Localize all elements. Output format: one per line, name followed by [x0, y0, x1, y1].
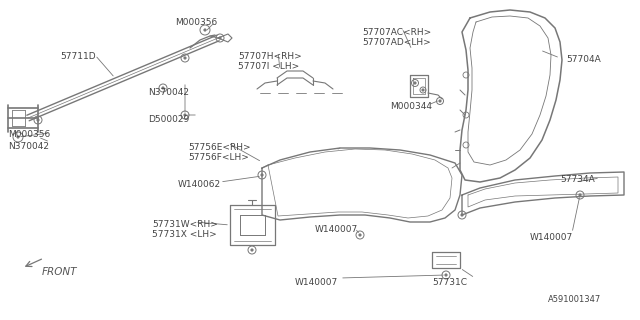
Text: M000344: M000344	[390, 102, 432, 111]
Text: M000356: M000356	[175, 18, 217, 27]
Text: 57707I <LH>: 57707I <LH>	[238, 62, 300, 71]
Circle shape	[445, 274, 447, 276]
Circle shape	[184, 114, 186, 116]
Text: W140007: W140007	[295, 278, 339, 287]
Text: N370042: N370042	[148, 88, 189, 97]
Text: 57707H<RH>: 57707H<RH>	[238, 52, 301, 61]
Text: 57756F<LH>: 57756F<LH>	[188, 153, 249, 162]
Text: M000356: M000356	[8, 130, 51, 139]
Circle shape	[422, 89, 424, 91]
Circle shape	[36, 119, 39, 121]
Circle shape	[162, 87, 164, 89]
Text: 57756E<RH>: 57756E<RH>	[188, 143, 251, 152]
Text: 57704A: 57704A	[566, 55, 601, 64]
Text: D500029: D500029	[148, 115, 189, 124]
Circle shape	[439, 100, 441, 102]
Text: FRONT: FRONT	[42, 267, 77, 277]
Text: 57731C: 57731C	[432, 278, 467, 287]
Text: 57731W<RH>: 57731W<RH>	[152, 220, 218, 229]
Text: N370042: N370042	[8, 142, 49, 151]
Text: 57711D: 57711D	[60, 52, 95, 61]
Circle shape	[17, 136, 19, 138]
Circle shape	[261, 174, 263, 176]
Circle shape	[184, 57, 186, 59]
Text: A591001347: A591001347	[548, 295, 601, 304]
Circle shape	[461, 214, 463, 216]
Text: 57731X <LH>: 57731X <LH>	[152, 230, 217, 239]
Circle shape	[219, 37, 221, 39]
Circle shape	[579, 194, 581, 196]
Circle shape	[204, 29, 206, 31]
Circle shape	[414, 82, 416, 84]
Text: W140007: W140007	[530, 233, 573, 242]
Circle shape	[359, 234, 361, 236]
Circle shape	[251, 249, 253, 251]
Text: 57707AC<RH>: 57707AC<RH>	[362, 28, 431, 37]
Text: W140062: W140062	[178, 180, 221, 189]
Text: 57734A: 57734A	[560, 175, 595, 184]
Text: 57707AD<LH>: 57707AD<LH>	[362, 38, 431, 47]
Text: W140007: W140007	[315, 225, 358, 234]
